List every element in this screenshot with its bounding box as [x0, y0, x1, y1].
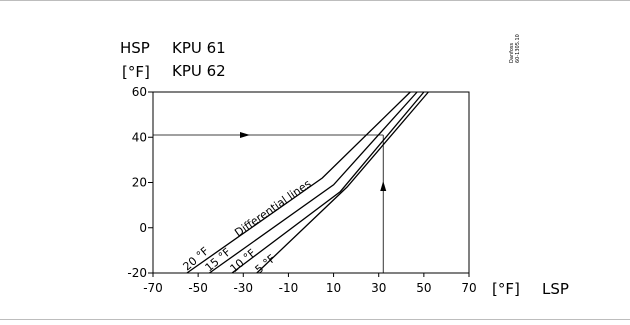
- y-tick-label: 20: [132, 176, 147, 190]
- x-tick-label: -70: [143, 281, 163, 295]
- right-arrow-icon: [240, 131, 250, 138]
- watermark-brand: Danfoss: [509, 42, 515, 63]
- y-tick-label: -20: [127, 266, 147, 280]
- y-axis-label-unit: [°F]: [122, 63, 150, 81]
- chart-title-kpu-61: KPU 61: [172, 39, 226, 57]
- x-axis-label-lsp: LSP: [542, 280, 569, 298]
- y-tick-label: 40: [132, 130, 147, 144]
- watermark-code: 60-1305.10: [515, 34, 521, 63]
- y-tick-label: 0: [139, 221, 147, 235]
- differential-line-4: [256, 91, 429, 274]
- x-tick-label: 10: [326, 281, 341, 295]
- x-tick-label: 30: [371, 281, 386, 295]
- up-arrow-icon: [380, 181, 387, 191]
- x-tick-label: -30: [233, 281, 253, 295]
- chart-title-kpu-62: KPU 62: [172, 62, 226, 80]
- differential-line-2: [209, 91, 418, 274]
- x-axis-unit: [°F]: [492, 280, 520, 298]
- x-tick-label: 50: [416, 281, 431, 295]
- x-tick-label: 70: [461, 281, 476, 295]
- y-tick-label: 60: [132, 85, 147, 99]
- differential-line-1: [186, 91, 411, 274]
- y-axis-label-hsp: HSP: [120, 39, 150, 57]
- differential-line-3: [231, 91, 425, 274]
- x-tick-label: -50: [188, 281, 208, 295]
- x-tick-label: -10: [279, 281, 299, 295]
- series-label-10f: 10 °F: [228, 246, 259, 275]
